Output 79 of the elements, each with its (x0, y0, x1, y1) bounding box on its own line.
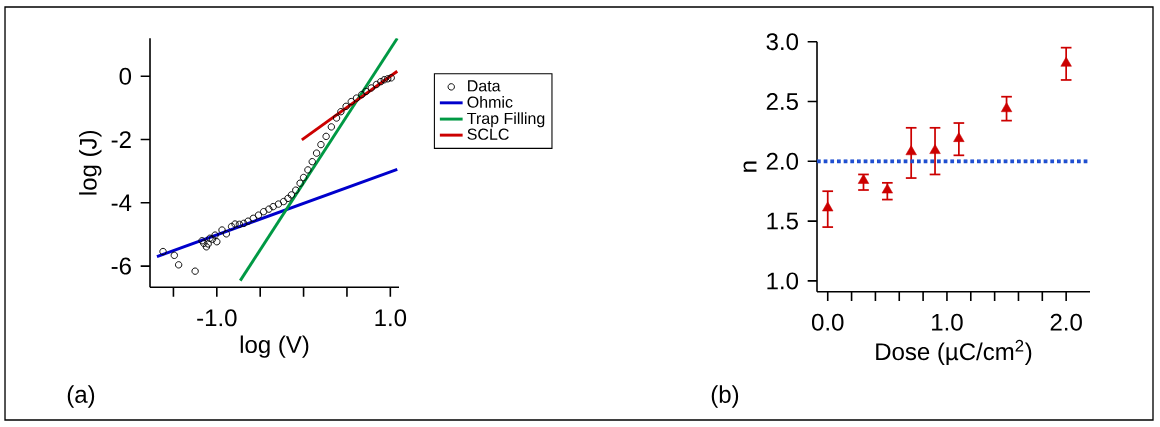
y-tick-label: -6 (111, 257, 131, 275)
point (953, 132, 965, 142)
y-tick-label: -4 (111, 194, 132, 212)
x-tick-label: -1.0 (197, 309, 237, 327)
point (213, 238, 221, 246)
point (231, 220, 239, 228)
point (204, 240, 212, 248)
text: (b) (711, 385, 739, 408)
x-axis-title: log (V) (240, 335, 309, 358)
point (384, 75, 392, 83)
point (380, 76, 388, 84)
legend-label: Data (468, 80, 501, 92)
point (279, 197, 288, 206)
point (322, 132, 330, 141)
y-tick-label: 1.5 (767, 212, 798, 230)
point (929, 144, 941, 154)
legend-label: SCLC (467, 128, 509, 140)
point (174, 261, 183, 269)
y-tick-label: 2.5 (766, 92, 798, 110)
point (822, 201, 834, 212)
point (292, 186, 300, 194)
point (342, 102, 350, 110)
point (358, 90, 366, 99)
point (284, 194, 292, 203)
x-tick-label: 2.0 (1050, 313, 1082, 331)
legend-label: Trap Filling (467, 112, 545, 128)
point (857, 174, 870, 184)
point (296, 179, 304, 187)
point (372, 80, 381, 89)
point (308, 158, 316, 166)
y-tick-label: 2.0 (766, 152, 799, 170)
x-tick-label: 0.0 (811, 313, 844, 331)
point (191, 267, 199, 275)
point (206, 234, 214, 242)
point (208, 235, 217, 243)
point (317, 140, 325, 149)
y-axis-title: n (743, 161, 757, 172)
legend-label: Ohmic (467, 96, 513, 108)
point (274, 200, 283, 208)
y-tick-label: -2 (111, 131, 131, 148)
point (387, 74, 395, 82)
point (337, 108, 345, 116)
point (312, 149, 321, 157)
text: (a) (67, 385, 95, 408)
point (377, 77, 385, 86)
point (218, 226, 226, 234)
y-axis-title: log (J) (79, 130, 102, 195)
point (347, 97, 355, 106)
point (265, 205, 273, 213)
y-tick-label: 3.0 (766, 33, 799, 51)
point (240, 219, 248, 228)
point (1000, 102, 1013, 113)
x-tick-label: 1.0 (375, 309, 407, 327)
point (222, 230, 231, 238)
point (304, 166, 312, 174)
point (1060, 56, 1072, 67)
point (249, 214, 257, 222)
y-tick-label: 0 (119, 67, 132, 85)
point (905, 145, 917, 156)
point (287, 191, 296, 199)
point (235, 220, 244, 228)
y-tick-label: 1.0 (767, 272, 799, 290)
point (327, 123, 336, 131)
point (299, 173, 308, 182)
point (352, 94, 361, 102)
point (244, 217, 252, 225)
point (202, 243, 211, 251)
point (332, 114, 341, 122)
point (254, 211, 263, 219)
point (260, 208, 268, 216)
point (170, 251, 178, 260)
point (227, 222, 236, 231)
x-axis-title: Dose (µC/cm$^{2}$) (876, 339, 1032, 365)
point (211, 231, 219, 239)
point (269, 202, 277, 211)
point (367, 84, 375, 92)
point (159, 247, 167, 256)
x-tick-label: 1.0 (932, 313, 963, 331)
point (362, 87, 370, 96)
